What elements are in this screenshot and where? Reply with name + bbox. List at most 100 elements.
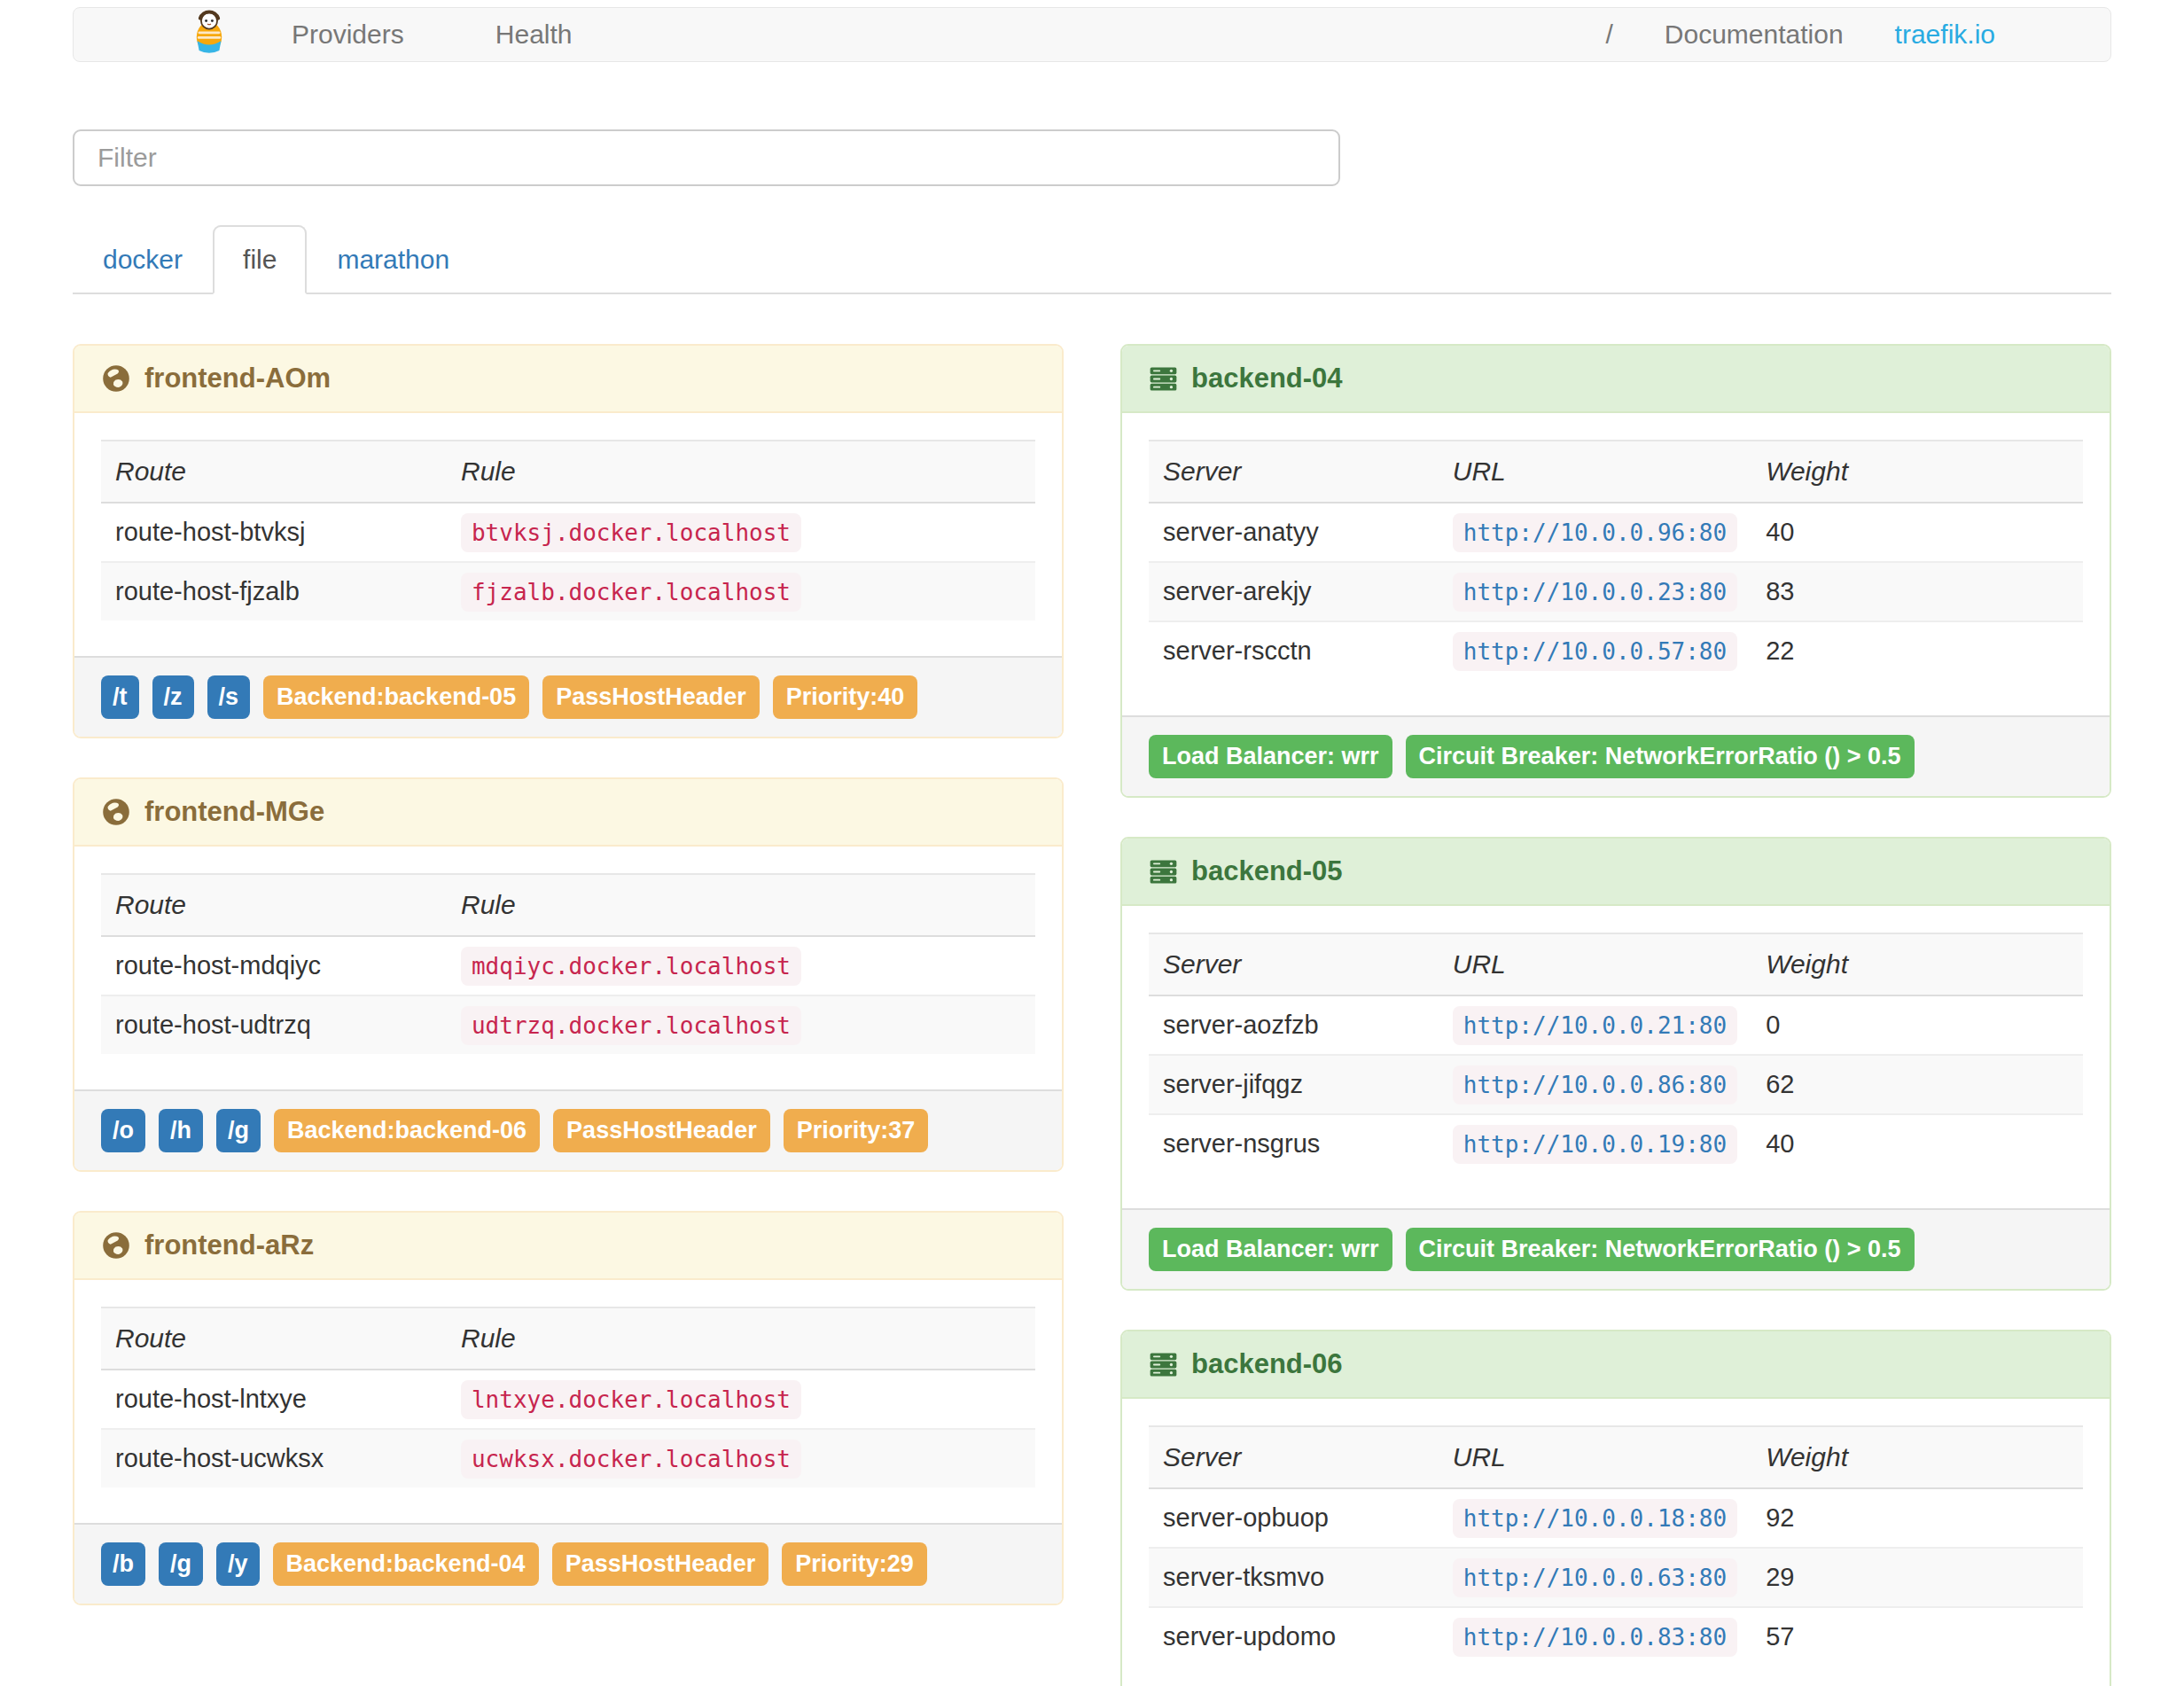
server-cell: server-tksmvo xyxy=(1149,1548,1439,1607)
frontend-panel-header: frontend-aRz xyxy=(74,1213,1062,1280)
server-url: http://10.0.0.23:80 xyxy=(1453,573,1737,612)
path-label: /h xyxy=(159,1109,203,1152)
table-header-row: RouteRule xyxy=(101,874,1035,936)
passhostheader-label: PassHostHeader xyxy=(552,1542,769,1586)
table-row: server-arekjyhttp://10.0.0.23:8083 xyxy=(1149,562,2083,621)
main-content: frontend-AOmRouteRuleroute-host-btvksjbt… xyxy=(73,344,2111,1686)
backend-panel-header: backend-05 xyxy=(1122,839,2110,906)
server-cell: server-anatyy xyxy=(1149,503,1439,562)
frontend-panel-body: RouteRuleroute-host-lntxyelntxye.docker.… xyxy=(74,1280,1062,1487)
servers-table: ServerURLWeightserver-opbuophttp://10.0.… xyxy=(1149,1425,2083,1666)
path-label: /z xyxy=(152,675,194,719)
backend-title: backend-04 xyxy=(1191,363,1343,394)
path-label: /s xyxy=(207,675,251,719)
frontend-panel-header: frontend-MGe xyxy=(74,779,1062,847)
column-header: Rule xyxy=(447,874,1035,936)
table-row: route-host-udtrzqudtrzq.docker.localhost xyxy=(101,995,1035,1054)
url-cell: http://10.0.0.86:80 xyxy=(1439,1055,1751,1114)
path-label: /o xyxy=(101,1109,145,1152)
nav-link-root-path[interactable]: / xyxy=(1605,20,1612,50)
routes-table: RouteRuleroute-host-lntxyelntxye.docker.… xyxy=(101,1307,1035,1487)
server-icon xyxy=(1149,857,1178,886)
column-header: URL xyxy=(1439,933,1751,995)
table-row: server-rscctnhttp://10.0.0.57:8022 xyxy=(1149,621,2083,680)
table-header-row: ServerURLWeight xyxy=(1149,933,2083,995)
circuit-breaker-label: Circuit Breaker: NetworkErrorRatio () > … xyxy=(1406,735,1915,778)
route-cell: route-host-mdqiyc xyxy=(101,936,447,995)
table-row: route-host-mdqiycmdqiyc.docker.localhost xyxy=(101,936,1035,995)
frontend-panel: frontend-AOmRouteRuleroute-host-btvksjbt… xyxy=(73,344,1064,738)
backend-panel-body: ServerURLWeightserver-anatyyhttp://10.0.… xyxy=(1122,413,2110,680)
routes-table: RouteRuleroute-host-btvksjbtvksj.docker.… xyxy=(101,440,1035,621)
tab-marathon[interactable]: marathon xyxy=(307,225,480,294)
priority-label: Priority:37 xyxy=(784,1109,929,1152)
nav-link-traefik-io[interactable]: traefik.io xyxy=(1895,20,1995,50)
backend-panel: backend-06ServerURLWeightserver-opbuopht… xyxy=(1120,1330,2111,1686)
nav-link-providers[interactable]: Providers xyxy=(292,20,404,49)
server-icon xyxy=(1149,1350,1178,1379)
server-icon xyxy=(1149,364,1178,394)
column-header: Weight xyxy=(1751,441,2083,503)
url-cell: http://10.0.0.18:80 xyxy=(1439,1488,1751,1548)
url-cell: http://10.0.0.19:80 xyxy=(1439,1114,1751,1173)
frontends-column: frontend-AOmRouteRuleroute-host-btvksjbt… xyxy=(73,344,1064,1644)
page: Providers Health / Documentation traefik… xyxy=(73,7,2111,1686)
path-label: /y xyxy=(216,1542,260,1586)
column-header: Rule xyxy=(447,441,1035,503)
url-cell: http://10.0.0.83:80 xyxy=(1439,1607,1751,1666)
priority-label: Priority:29 xyxy=(782,1542,927,1586)
nav-link-documentation[interactable]: Documentation xyxy=(1665,20,1844,50)
column-header: Route xyxy=(101,874,447,936)
url-cell: http://10.0.0.23:80 xyxy=(1439,562,1751,621)
passhostheader-label: PassHostHeader xyxy=(553,1109,770,1152)
rule-value: fjzalb.docker.localhost xyxy=(461,573,801,612)
server-url: http://10.0.0.21:80 xyxy=(1453,1006,1737,1045)
frontend-panel: frontend-MGe RouteRuleroute-host-mdqiycmd… xyxy=(73,777,1064,1172)
routes-table: RouteRuleroute-host-mdqiycmdqiyc.docker.… xyxy=(101,873,1035,1054)
frontend-panel-body: RouteRuleroute-host-mdqiycmdqiyc.docker.… xyxy=(74,847,1062,1054)
url-cell: http://10.0.0.57:80 xyxy=(1439,621,1751,680)
server-url: http://10.0.0.83:80 xyxy=(1453,1618,1737,1657)
backend-label: Backend:backend-05 xyxy=(263,675,529,719)
backend-panel: backend-04ServerURLWeightserver-anatyyht… xyxy=(1120,344,2111,798)
weight-cell: 92 xyxy=(1751,1488,2083,1548)
servers-table: ServerURLWeightserver-anatyyhttp://10.0.… xyxy=(1149,440,2083,680)
load-balancer-label: Load Balancer: wrr xyxy=(1149,1228,1392,1271)
table-row: server-jifqgzhttp://10.0.0.86:8062 xyxy=(1149,1055,2083,1114)
table-row: server-opbuophttp://10.0.0.18:8092 xyxy=(1149,1488,2083,1548)
frontend-panel-footer: /o/h/gBackend:backend-06PassHostHeaderPr… xyxy=(74,1089,1062,1170)
weight-cell: 22 xyxy=(1751,621,2083,680)
rule-value: btvksj.docker.localhost xyxy=(461,513,801,552)
nav-link-health[interactable]: Health xyxy=(495,20,573,49)
column-header: Server xyxy=(1149,1426,1439,1488)
filter-section xyxy=(73,129,2111,186)
column-header: Rule xyxy=(447,1307,1035,1370)
server-cell: server-aozfzb xyxy=(1149,995,1439,1055)
table-row: route-host-ucwksxucwksx.docker.localhost xyxy=(101,1429,1035,1487)
filter-input[interactable] xyxy=(73,129,1340,186)
table-row: server-updomohttp://10.0.0.83:8057 xyxy=(1149,1607,2083,1666)
traefik-logo[interactable] xyxy=(189,10,230,60)
globe-icon xyxy=(101,797,131,827)
backend-panel: backend-05ServerURLWeightserver-aozfzbht… xyxy=(1120,837,2111,1291)
column-header: Weight xyxy=(1751,1426,2083,1488)
globe-icon xyxy=(101,363,131,394)
table-row: server-anatyyhttp://10.0.0.96:8040 xyxy=(1149,503,2083,562)
server-cell: server-jifqgz xyxy=(1149,1055,1439,1114)
weight-cell: 62 xyxy=(1751,1055,2083,1114)
rule-cell: fjzalb.docker.localhost xyxy=(447,562,1035,621)
rule-value: ucwksx.docker.localhost xyxy=(461,1440,801,1479)
column-header: Server xyxy=(1149,933,1439,995)
backend-label: Backend:backend-04 xyxy=(273,1542,539,1586)
server-cell: server-opbuop xyxy=(1149,1488,1439,1548)
tab-docker[interactable]: docker xyxy=(73,225,213,294)
backend-title: backend-06 xyxy=(1191,1348,1343,1380)
table-row: route-host-fjzalbfjzalb.docker.localhost xyxy=(101,562,1035,621)
backend-title: backend-05 xyxy=(1191,855,1343,887)
navbar: Providers Health / Documentation traefik… xyxy=(73,7,2111,62)
globe-icon xyxy=(101,1230,131,1261)
frontend-panel-footer: /t/z/sBackend:backend-05PassHostHeaderPr… xyxy=(74,656,1062,737)
weight-cell: 57 xyxy=(1751,1607,2083,1666)
tab-file[interactable]: file xyxy=(213,225,307,294)
path-label: /t xyxy=(101,675,139,719)
